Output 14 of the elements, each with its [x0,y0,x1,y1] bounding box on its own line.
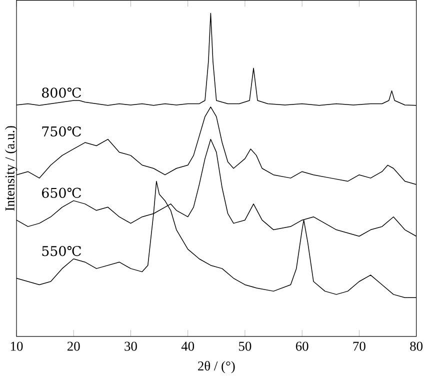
series-label: 550℃ [42,246,81,256]
x-tick-label: 60 [296,342,308,351]
x-tick-label: 10 [10,342,23,351]
series-label: 800℃ [42,87,81,98]
x-tick-label: 40 [181,342,194,351]
x-tick-label: 30 [124,342,137,351]
y-axis-title: Intensity / (a.u.) [4,126,18,211]
series-label: 750℃ [42,126,81,136]
series-label: 650℃ [42,188,81,198]
x-tick-label: 50 [239,342,252,351]
x-tick-label: 20 [67,342,80,351]
x-axis-title: 2θ / (°) [198,360,235,374]
x-tick-label: 70 [353,342,366,351]
x-tick-label: 80 [410,342,423,351]
